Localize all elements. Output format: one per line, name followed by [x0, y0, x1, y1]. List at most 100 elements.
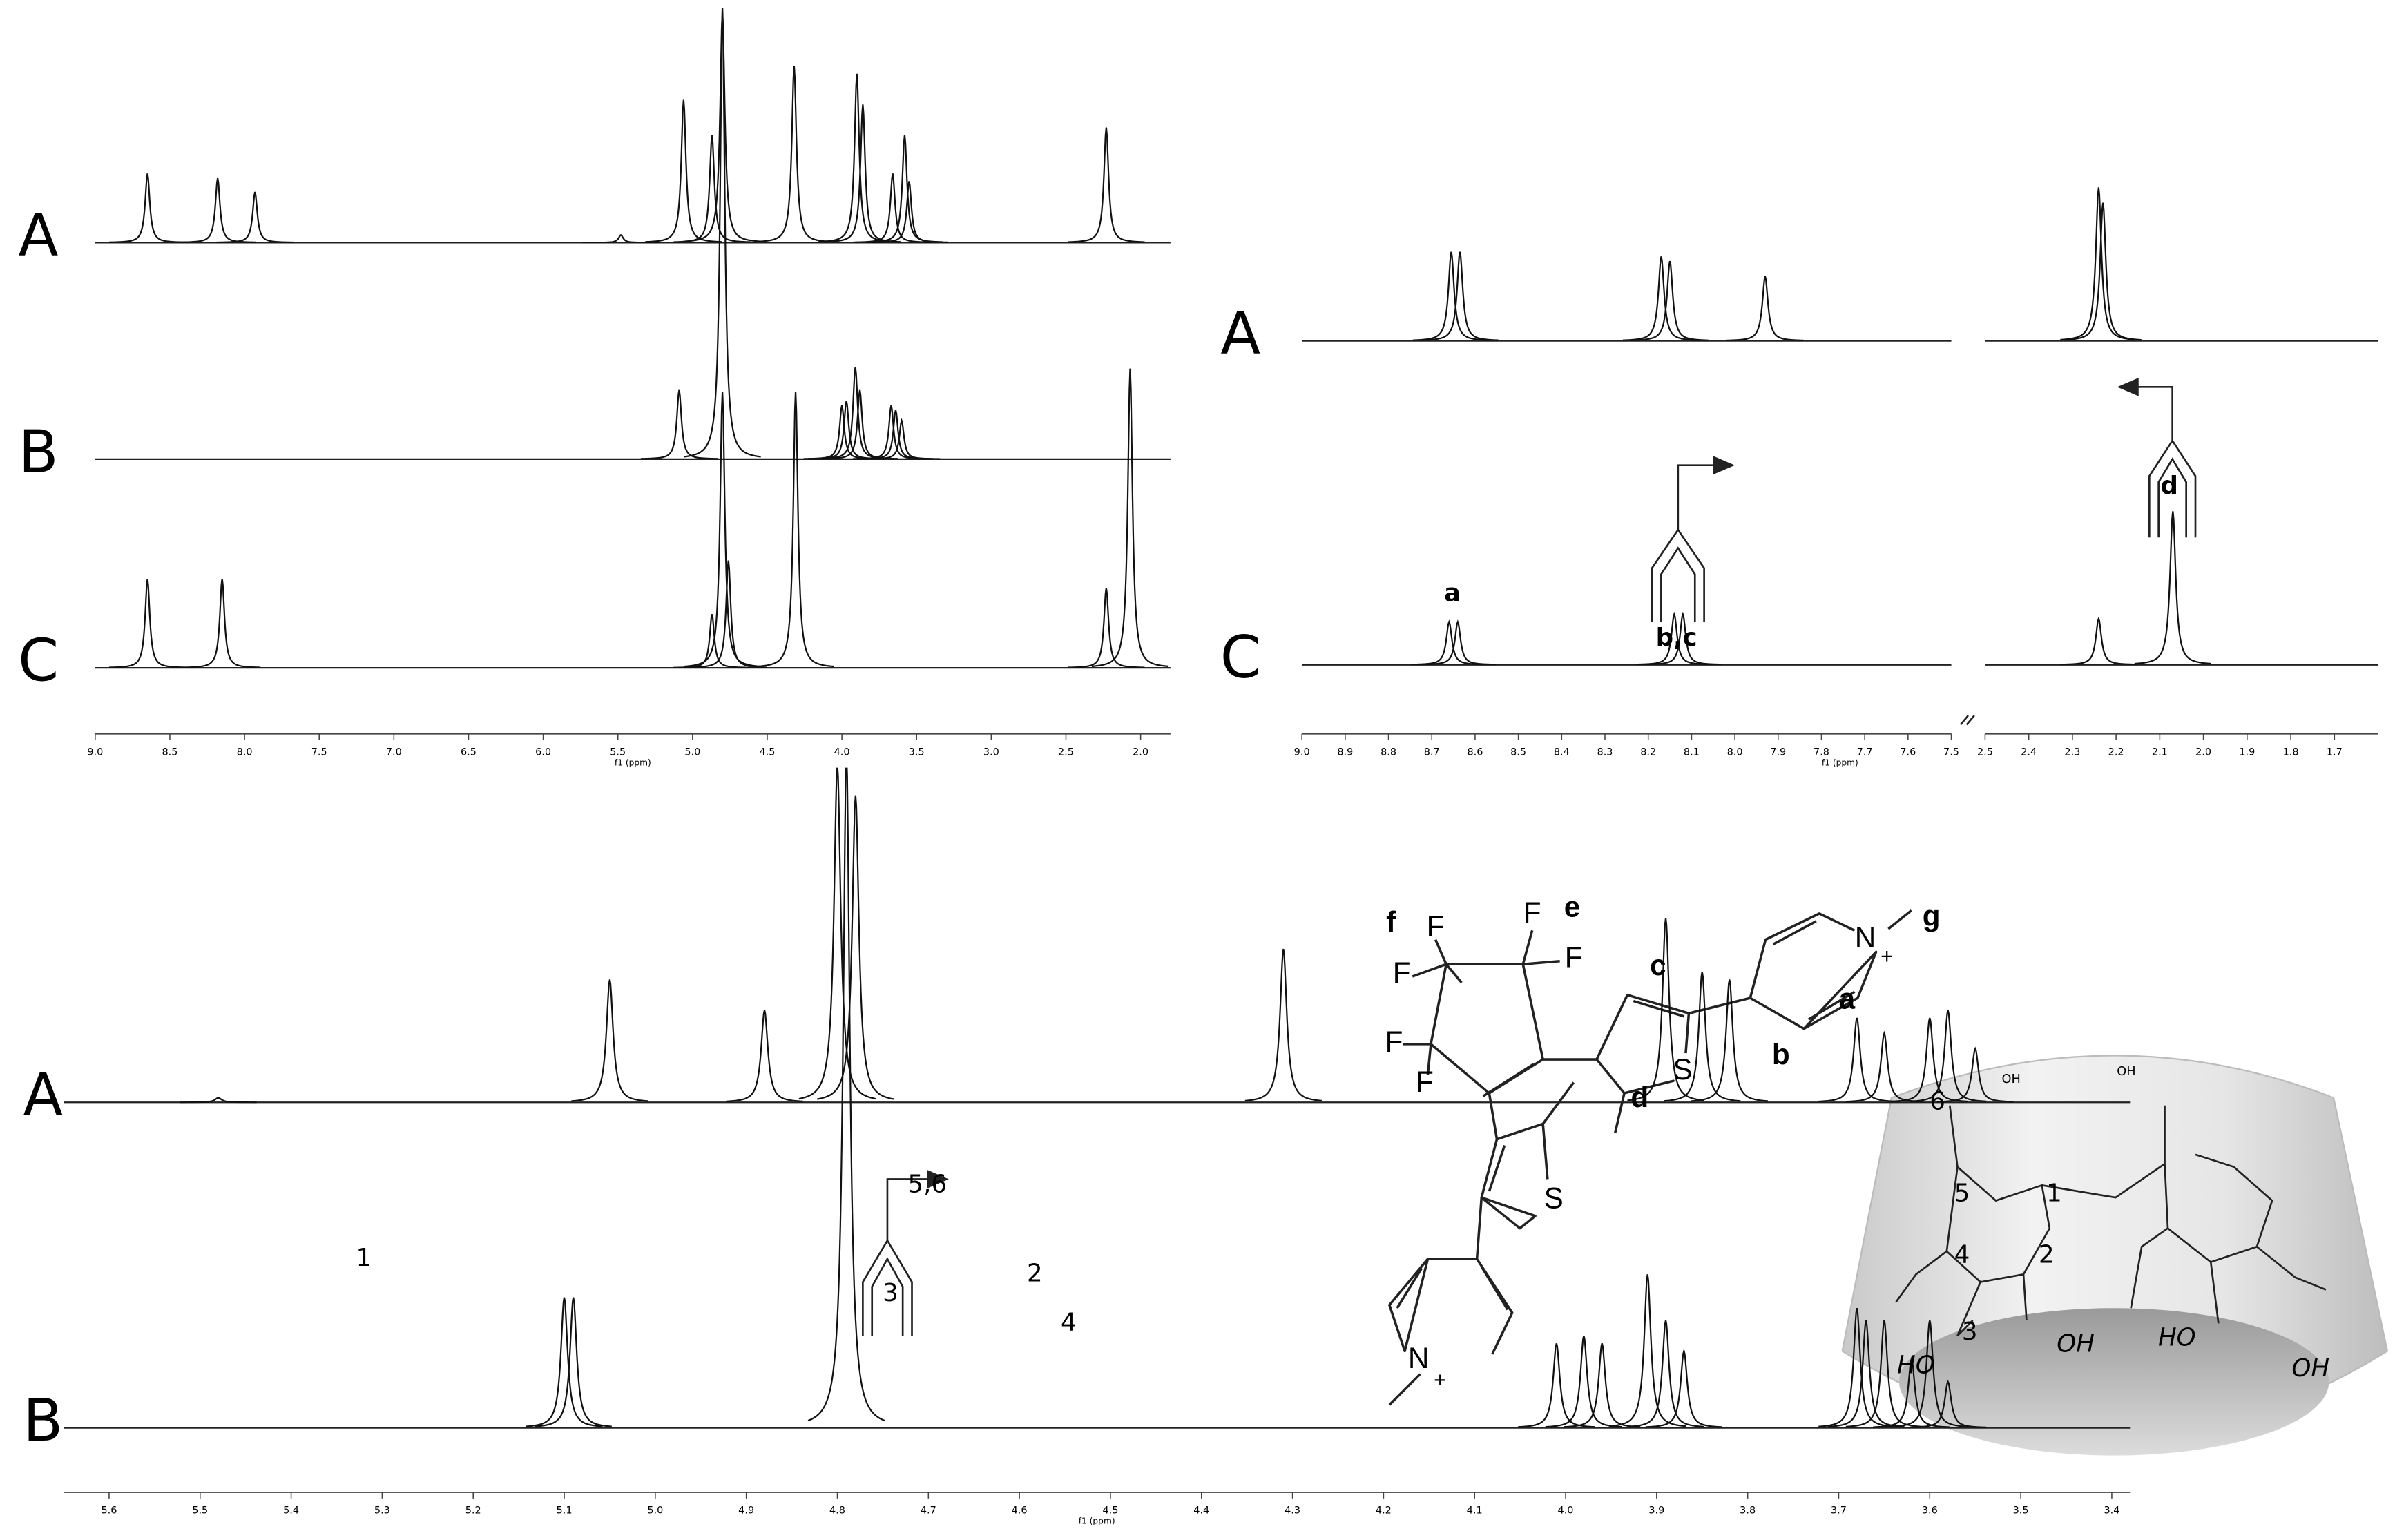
- x-tick-label: 3.4: [2104, 1505, 2119, 1517]
- x-tick-label: 8.2: [1640, 747, 1656, 758]
- peak: [1421, 251, 1499, 341]
- peak: [1691, 979, 1768, 1102]
- cd-label: OH: [2002, 1072, 2021, 1086]
- spectra: [1302, 187, 2378, 666]
- x-tick-label: 4.7: [921, 1505, 936, 1517]
- spectra: [64, 767, 2131, 1429]
- peak: [108, 173, 186, 243]
- cd-label: HO: [2158, 1324, 2196, 1352]
- x-tick-label: 2.5: [1977, 747, 1993, 758]
- cd-label: 1: [2046, 1180, 2062, 1208]
- peak: [673, 614, 751, 668]
- x-tick-label: 7.7: [1857, 747, 1873, 758]
- peak: [1726, 276, 1804, 342]
- atom-label: S: [1544, 1182, 1564, 1215]
- spectrum-label: A: [1220, 300, 1260, 367]
- peak-annotation: 5,6: [907, 1170, 947, 1198]
- peak: [684, 12, 761, 242]
- x-tick-label: 8.0: [1727, 747, 1743, 758]
- bond: [1403, 930, 1560, 1075]
- x-tick-label: 1.9: [2239, 747, 2255, 758]
- atom-label: e: [1564, 890, 1580, 923]
- peak: [1910, 1380, 1987, 1428]
- cd-label: 3: [1962, 1318, 1978, 1346]
- peak: [863, 418, 941, 460]
- x-tick-label: 9.0: [1294, 747, 1310, 758]
- peak-annotation: b,c: [1656, 624, 1697, 652]
- peak: [1627, 918, 1704, 1101]
- x-tick-label: 6.0: [535, 747, 551, 758]
- peak: [1873, 1356, 1950, 1428]
- peak: [726, 1010, 803, 1102]
- x-tick-label: 4.8: [829, 1505, 845, 1517]
- peak: [1518, 1343, 1595, 1428]
- peak: [870, 181, 948, 244]
- x-tick-label: 5.4: [283, 1505, 299, 1517]
- x-tick-label: 7.5: [1943, 747, 1959, 758]
- atom-label: F: [1416, 1066, 1434, 1098]
- peak-annotation: 1: [356, 1244, 372, 1272]
- x-tick-label: 2.2: [2108, 747, 2124, 758]
- x-tick-label: 5.2: [465, 1505, 481, 1517]
- x-tick-label: 2.3: [2064, 747, 2080, 758]
- x-tick-label: 7.0: [386, 747, 402, 758]
- x-tick-label: 5.5: [192, 1505, 208, 1517]
- peak: [645, 99, 722, 243]
- x-tick-label: 3.0: [983, 747, 999, 758]
- spectrum-label: A: [19, 202, 59, 269]
- spectrum-label: C: [1220, 624, 1261, 691]
- x-tick-label: 7.8: [1814, 747, 1829, 758]
- x-tick-label: 3.5: [2013, 1505, 2029, 1517]
- x-axis-label: f1 (ppm): [1079, 1517, 1115, 1526]
- axis-break: [1959, 715, 1975, 726]
- atom-label: F: [1385, 1026, 1403, 1058]
- x-tick-label: 3.6: [1922, 1505, 1938, 1517]
- x-tick-label: 5.5: [610, 747, 626, 758]
- x-tick-label: 5.0: [684, 747, 700, 758]
- peak: [179, 177, 256, 243]
- cd-label: HO: [1897, 1351, 1935, 1380]
- x-tick-label: 7.6: [1900, 747, 1916, 758]
- cd-label: OH: [2057, 1330, 2095, 1358]
- peak: [108, 579, 186, 668]
- x-tick-label: 4.0: [1558, 1505, 1574, 1517]
- peak-annotation: d: [2160, 472, 2177, 500]
- peak: [1091, 368, 1169, 668]
- peak: [2060, 187, 2137, 341]
- peak: [1609, 1274, 1686, 1427]
- peak: [798, 767, 876, 1100]
- x-tick-label: 1.7: [2327, 747, 2343, 758]
- bracket: [1651, 528, 1705, 622]
- atom-label: F: [1523, 896, 1541, 929]
- cd-label: 6: [1930, 1087, 1945, 1115]
- peak: [807, 767, 885, 1422]
- peak: [216, 191, 294, 244]
- peak: [1564, 1343, 1641, 1428]
- bond: [1543, 993, 1691, 1134]
- peak: [1936, 1046, 2014, 1103]
- peak: [184, 579, 261, 668]
- cyclodextrin-drawing: [1841, 1055, 2389, 1456]
- peak-annotation: a: [1444, 579, 1461, 607]
- peak: [2064, 202, 2142, 341]
- peak: [684, 391, 761, 668]
- x-tick-label: 5.3: [374, 1505, 390, 1517]
- x-tick-label: 8.6: [1467, 747, 1483, 758]
- peak: [1644, 611, 1722, 666]
- x-tick-label: 8.5: [1510, 747, 1526, 758]
- atom-label: N: [1855, 921, 1876, 954]
- x-tick-label: 8.8: [1381, 747, 1396, 758]
- arrow: [2137, 386, 2173, 441]
- x-tick-label: 4.5: [759, 747, 775, 758]
- peak: [1891, 1320, 1968, 1428]
- x-tick-label: 4.2: [1376, 1505, 1392, 1517]
- atom-label: c: [1650, 949, 1666, 981]
- atom-label: a: [1839, 983, 1856, 1015]
- x-tick-label: 5.6: [101, 1505, 117, 1517]
- peak: [803, 405, 881, 460]
- peak: [1645, 1348, 1723, 1428]
- x-tick-label: 7.9: [1770, 747, 1786, 758]
- x-tick-label: 5.1: [557, 1505, 573, 1517]
- x-tick-label: 9.0: [87, 747, 103, 758]
